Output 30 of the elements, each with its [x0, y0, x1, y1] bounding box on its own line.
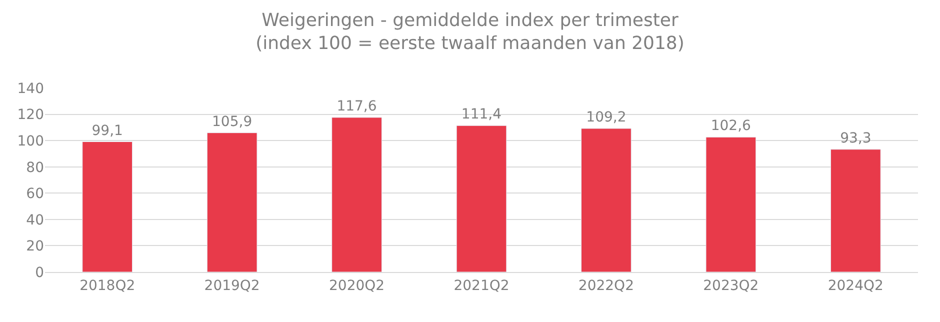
bar	[206, 132, 258, 272]
data-label: 117,6	[336, 98, 377, 114]
y-tick-label: 20	[26, 238, 44, 255]
y-tick-label: 60	[26, 186, 44, 202]
x-tick-label: 2020Q2	[329, 278, 385, 294]
x-tick-label: 2024Q2	[828, 278, 884, 294]
x-tick-label: 2021Q2	[454, 278, 510, 294]
chart-title: Weigeringen - gemiddelde index per trimester (index 100 = eerste twaalf maanden van 2018)	[256, 10, 684, 54]
data-label: 109,2	[586, 109, 626, 126]
y-tick-label: 100	[17, 133, 44, 150]
x-tick-label: 2023Q2	[703, 278, 759, 294]
y-tick-label: 40	[26, 212, 44, 228]
bar	[332, 117, 382, 272]
data-label: 93,3	[840, 130, 872, 146]
y-tick-label: 80	[26, 160, 44, 176]
data-label: 99,1	[92, 122, 123, 139]
data-label: 105,9	[212, 114, 252, 130]
x-tick-label: 2018Q2	[80, 278, 136, 294]
bar	[581, 128, 632, 272]
x-tick-label: 2019Q2	[204, 278, 260, 294]
y-tick-label: 0	[35, 264, 44, 281]
bar	[82, 142, 133, 272]
bar	[456, 125, 507, 272]
bar	[706, 136, 756, 272]
y-tick-label: 120	[17, 107, 44, 124]
y-tick-label: 140	[17, 80, 44, 97]
x-tick-label: 2022Q2	[578, 278, 634, 294]
bar	[830, 149, 881, 272]
data-label: 111,4	[461, 106, 502, 123]
data-label: 102,6	[710, 118, 752, 134]
